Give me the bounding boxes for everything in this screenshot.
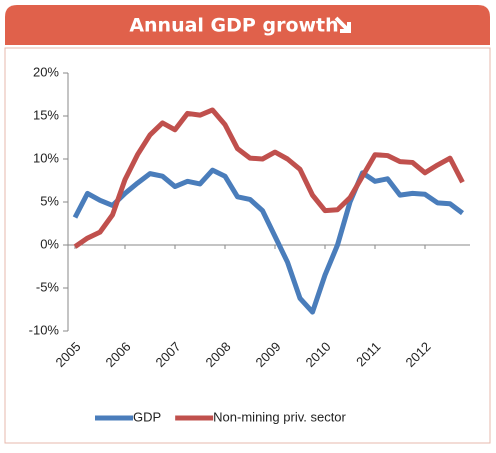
y-tick-label: 5% (40, 193, 59, 208)
legend-label: GDP (133, 409, 161, 424)
y-tick-label: 20% (33, 64, 59, 79)
chart-title: Annual GDP growth (129, 15, 338, 37)
series-line (73, 107, 465, 249)
series-line (72, 167, 465, 315)
y-tick-label: -5% (36, 279, 60, 294)
y-tick-label: 10% (33, 150, 59, 165)
y-tick-label: -10% (29, 322, 60, 337)
legend-label: Non-mining priv. sector (213, 409, 346, 424)
y-tick-label: 15% (33, 107, 59, 122)
y-tick-label: 0% (40, 236, 59, 251)
header (5, 5, 490, 45)
arrow-icon (334, 16, 351, 33)
